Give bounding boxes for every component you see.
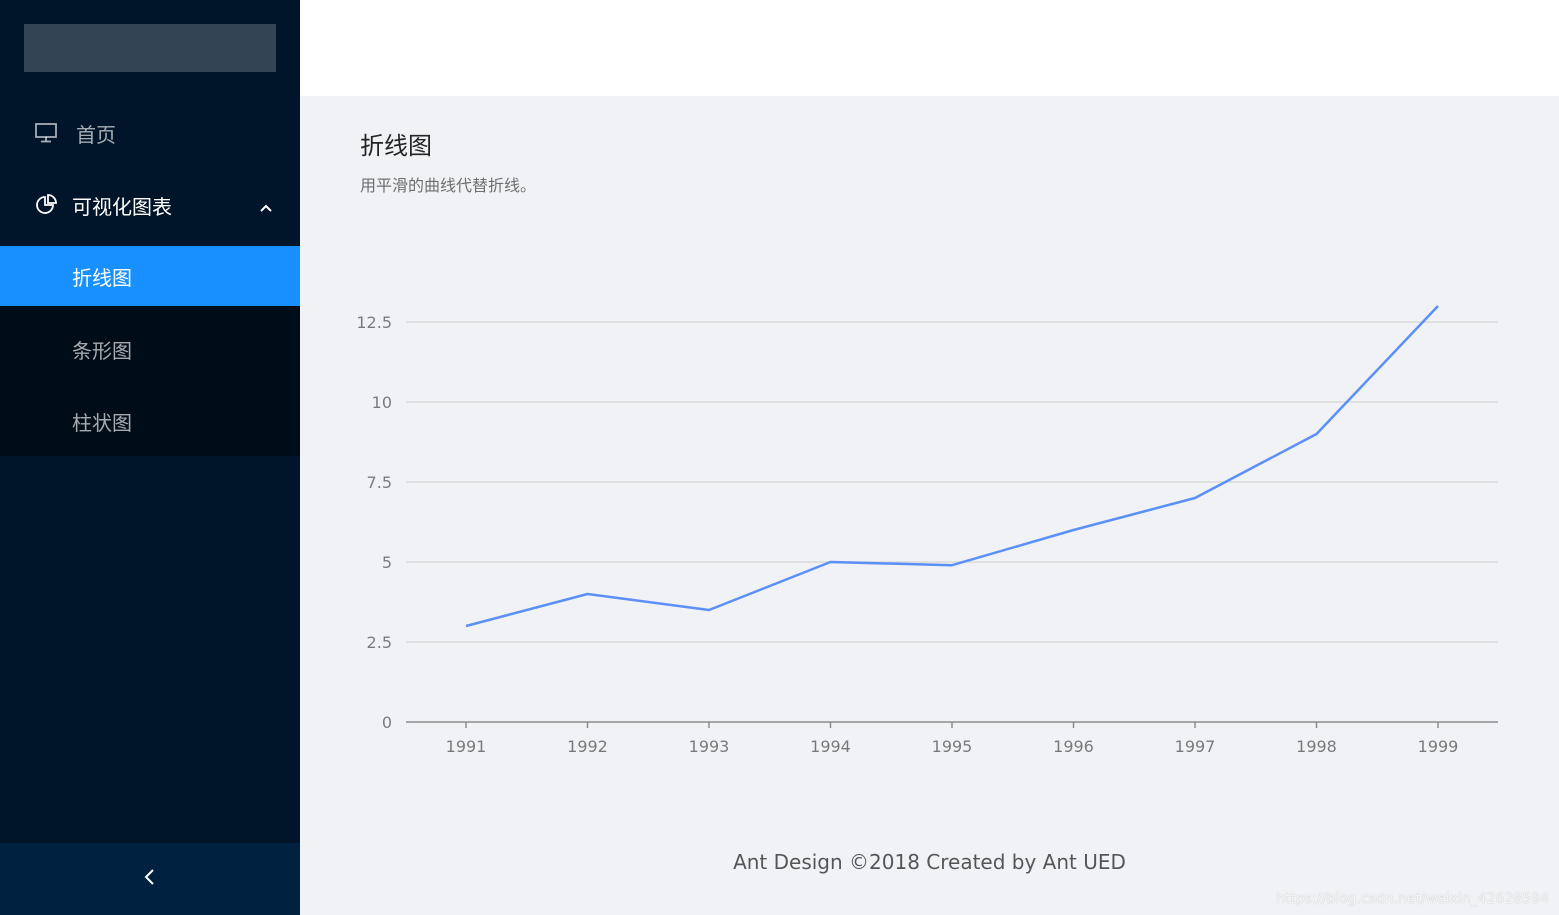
sidebar-item-column-chart[interactable]: 柱状图 bbox=[0, 391, 300, 451]
page-description: 用平滑的曲线代替折线。 bbox=[360, 176, 537, 195]
x-tick-label: 1993 bbox=[689, 737, 730, 756]
sidebar-item-label: 首页 bbox=[76, 122, 116, 147]
sidebar-item-home[interactable]: 首页 bbox=[0, 103, 300, 163]
x-tick-label: 1994 bbox=[810, 737, 851, 756]
y-tick-label: 12.5 bbox=[356, 313, 392, 332]
x-tick-label: 1992 bbox=[567, 737, 608, 756]
x-tick-label: 1999 bbox=[1418, 737, 1459, 756]
sidebar-item-label: 柱状图 bbox=[72, 410, 132, 435]
line-chart: 0 2.5 5 7.5 10 12.5 1991 1992 1993 1994 1995 1996 19… bbox=[356, 305, 1498, 756]
collapse-trigger[interactable] bbox=[0, 843, 300, 915]
y-tick-label: 2.5 bbox=[367, 633, 392, 652]
y-tick-label: 10 bbox=[372, 393, 392, 412]
y-tick-label: 7.5 bbox=[367, 473, 392, 492]
x-tick-label: 1991 bbox=[446, 737, 487, 756]
chevron-left-icon bbox=[142, 867, 158, 891]
sidebar-submenu-charts[interactable]: 可视化图表 bbox=[0, 175, 300, 235]
sidebar: 首页 可视化图表 折线图 条形图 柱状图 bbox=[0, 0, 300, 915]
sidebar-item-label: 条形图 bbox=[72, 338, 132, 363]
sidebar-item-line-chart[interactable]: 折线图 bbox=[0, 246, 300, 306]
x-tick-label: 1998 bbox=[1296, 737, 1337, 756]
x-tick-label: 1996 bbox=[1053, 737, 1094, 756]
page-title: 折线图 bbox=[360, 132, 432, 160]
chevron-up-icon bbox=[258, 197, 274, 213]
sidebar-item-label: 折线图 bbox=[72, 265, 132, 290]
main-content: 折线图 用平滑的曲线代替折线。 0 2.5 5 7.5 10 12.5 1991 1992 19… bbox=[300, 96, 1559, 836]
x-tick-label: 1997 bbox=[1175, 737, 1216, 756]
footer: Ant Design ©2018 Created by Ant UED bbox=[733, 850, 1126, 874]
sidebar-item-bar-chart[interactable]: 条形图 bbox=[0, 319, 300, 379]
sidebar-submenu-label: 可视化图表 bbox=[72, 194, 172, 219]
pie-chart-icon bbox=[34, 193, 58, 217]
header bbox=[300, 0, 1559, 96]
sidebar-submenu-items: 折线图 条形图 柱状图 bbox=[0, 246, 300, 456]
x-tick-label: 1995 bbox=[932, 737, 973, 756]
desktop-icon bbox=[34, 121, 58, 145]
y-tick-label: 5 bbox=[382, 553, 392, 572]
y-tick-label: 0 bbox=[382, 713, 392, 732]
logo[interactable] bbox=[24, 24, 276, 72]
watermark: https://blog.csdn.net/weixin_42628594 bbox=[1275, 891, 1549, 907]
series-line bbox=[465, 305, 1439, 628]
